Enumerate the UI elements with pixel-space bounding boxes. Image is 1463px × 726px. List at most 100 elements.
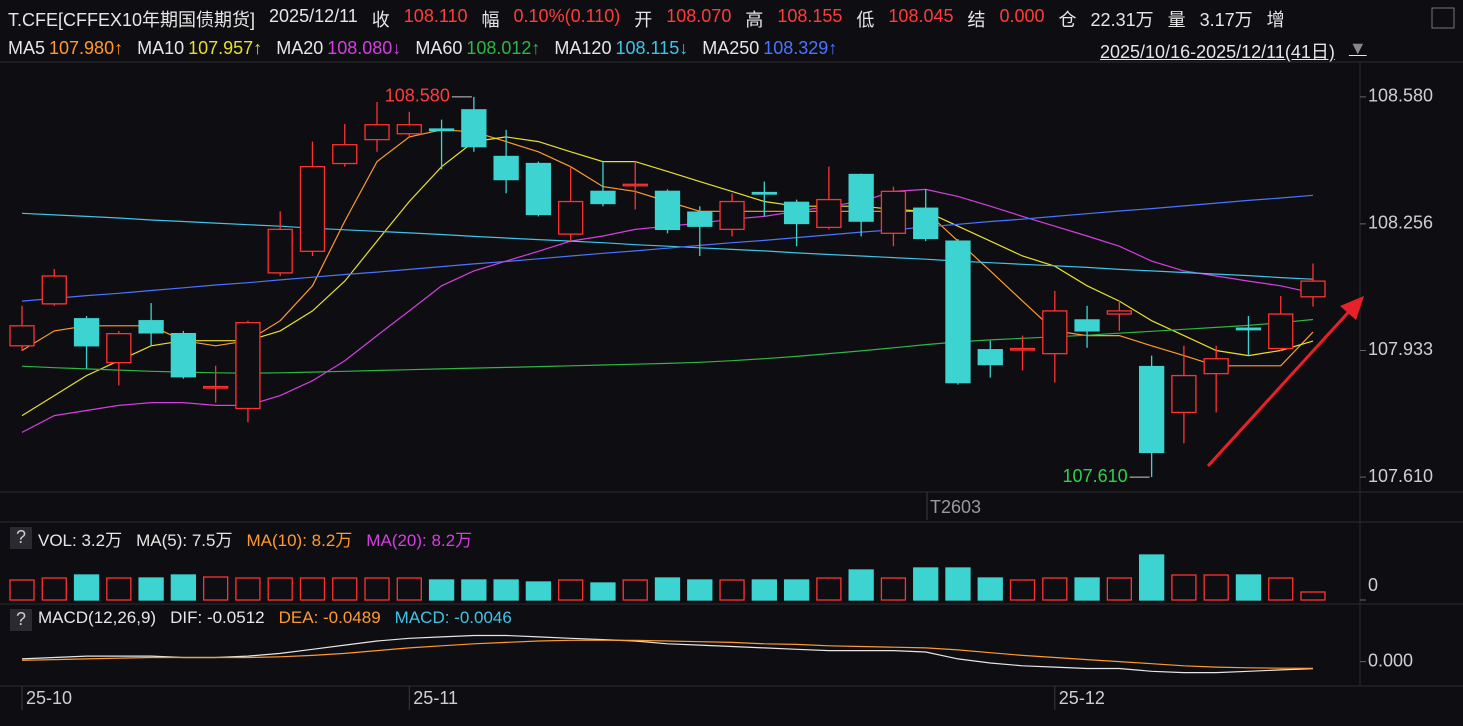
quote-field: 108.155 bbox=[777, 6, 843, 26]
candle-body bbox=[1009, 347, 1036, 351]
ma-value: 108.329↑ bbox=[763, 38, 838, 58]
candle-body bbox=[202, 385, 229, 389]
quote-field: 0.10%(0.110) bbox=[513, 6, 621, 26]
date-range-text[interactable]: 2025/10/16-2025/12/11(41日) bbox=[1100, 42, 1335, 62]
ma-name: MA250 bbox=[702, 38, 760, 58]
volume-bar bbox=[1009, 579, 1036, 601]
candle-body bbox=[719, 200, 745, 231]
candle-body bbox=[913, 207, 939, 240]
candle-body bbox=[783, 201, 810, 225]
candle-body bbox=[848, 173, 874, 222]
contract-label: T2603 bbox=[930, 497, 981, 517]
annotation-label: 107.610 bbox=[1063, 466, 1128, 486]
help-icon[interactable]: ? bbox=[16, 527, 26, 547]
vol-label: MA(20): 8.2万 bbox=[366, 531, 473, 550]
vol-label: MA(10): 8.2万 bbox=[246, 531, 353, 550]
candle-body bbox=[461, 109, 487, 148]
ma-value: 107.980↑ bbox=[49, 38, 124, 58]
ma-name: MA120 bbox=[554, 38, 612, 58]
window-icon[interactable] bbox=[1431, 7, 1455, 29]
vol-label: MA(5): 7.5万 bbox=[136, 531, 233, 550]
vol-legend: VOL: 3.2万 MA(5): 7.5万 MA(10): 8.2万 MA(20): … bbox=[38, 526, 472, 551]
x-tick-label: 25-11 bbox=[413, 688, 458, 708]
candle-body bbox=[138, 320, 164, 334]
candle-body bbox=[880, 190, 907, 234]
trend-arrow bbox=[1206, 303, 1357, 468]
volume-bar bbox=[687, 579, 713, 601]
volume-bar bbox=[9, 579, 35, 601]
volume-bar bbox=[235, 577, 261, 601]
candle-body bbox=[1042, 310, 1068, 355]
macd-label: DEA: -0.0489 bbox=[278, 608, 381, 627]
annotation-label: 108.580 bbox=[385, 86, 450, 106]
candle-body bbox=[751, 191, 777, 195]
volume-bar bbox=[396, 577, 422, 601]
volume-bar bbox=[880, 577, 907, 601]
y-tick-label: 107.610 bbox=[1368, 466, 1433, 486]
candle-body bbox=[267, 228, 293, 274]
volume-bar bbox=[848, 569, 874, 601]
candle-body bbox=[1074, 319, 1100, 332]
quote-field: 22.31万 bbox=[1090, 10, 1154, 30]
candle-body bbox=[590, 190, 616, 205]
volume-bar bbox=[1138, 554, 1165, 601]
volume-bar bbox=[332, 577, 358, 601]
volume-bar bbox=[1042, 577, 1068, 601]
quote-header: T.CFE[CFFEX10年期国债期货] 2025/12/11 收 108.110 幅 0… bbox=[8, 6, 1285, 32]
help-button[interactable] bbox=[10, 609, 32, 631]
candle-body bbox=[1203, 358, 1229, 375]
volume-bar bbox=[364, 577, 390, 601]
ma-value: 107.957↑ bbox=[188, 38, 263, 58]
volume-bar bbox=[525, 581, 552, 601]
candle-body bbox=[41, 275, 67, 305]
macd-label: MACD: -0.0046 bbox=[394, 608, 512, 627]
volume-bar bbox=[428, 579, 455, 601]
volume-bar bbox=[1171, 574, 1197, 601]
x-tick-label: 25-10 bbox=[26, 688, 72, 708]
volume-bar bbox=[1106, 577, 1132, 601]
quote-field: 增 bbox=[1266, 10, 1285, 30]
quote-field: 高 bbox=[745, 10, 764, 30]
candle-body bbox=[622, 183, 648, 187]
macd-label: DIF: -0.0512 bbox=[170, 608, 265, 627]
volume-bar bbox=[913, 567, 939, 601]
candle-body bbox=[1106, 310, 1132, 315]
y-tick-label: 0.000 bbox=[1368, 650, 1413, 670]
volume-bar bbox=[622, 579, 648, 601]
candle-body bbox=[332, 144, 358, 165]
dropdown-icon[interactable]: ▼ bbox=[1348, 38, 1367, 58]
volume-bar bbox=[719, 579, 745, 601]
quote-field: 108.070 bbox=[666, 6, 732, 26]
ma-name: MA5 bbox=[8, 38, 46, 58]
candle-body bbox=[364, 124, 390, 141]
date-range[interactable]: 2025/10/16-2025/12/11(41日) ▼ bbox=[1100, 38, 1367, 64]
ma-value: 108.012↑ bbox=[466, 38, 541, 58]
candle-body bbox=[170, 332, 197, 378]
quote-field: 仓 bbox=[1058, 10, 1077, 30]
quote-field: T.CFE[CFFEX10年期国债期货] bbox=[8, 10, 256, 30]
volume-bar bbox=[816, 577, 842, 601]
ma-name: MA20 bbox=[276, 38, 324, 58]
y-tick-label: 108.256 bbox=[1368, 213, 1433, 233]
candle-body bbox=[9, 325, 35, 347]
help-icon[interactable]: ? bbox=[16, 609, 26, 629]
quote-field: 结 bbox=[967, 10, 986, 30]
volume-bar bbox=[654, 577, 681, 601]
volume-bar bbox=[1074, 577, 1100, 601]
volume-bar bbox=[783, 579, 810, 601]
candle-body bbox=[654, 190, 681, 231]
candle-body bbox=[428, 128, 455, 132]
indicator-line bbox=[21, 212, 1314, 280]
candle-body bbox=[396, 124, 422, 135]
volume-bar bbox=[41, 577, 67, 601]
y-tick-label: 108.580 bbox=[1368, 86, 1433, 106]
help-button[interactable] bbox=[10, 527, 32, 549]
volume-bar bbox=[461, 579, 487, 601]
candle-body bbox=[1235, 327, 1262, 331]
quote-field: 收 bbox=[371, 10, 390, 30]
y-tick-label: 0 bbox=[1368, 575, 1378, 595]
candle-body bbox=[1300, 280, 1326, 298]
quote-field: 开 bbox=[634, 10, 653, 30]
volume-bar bbox=[558, 579, 584, 601]
